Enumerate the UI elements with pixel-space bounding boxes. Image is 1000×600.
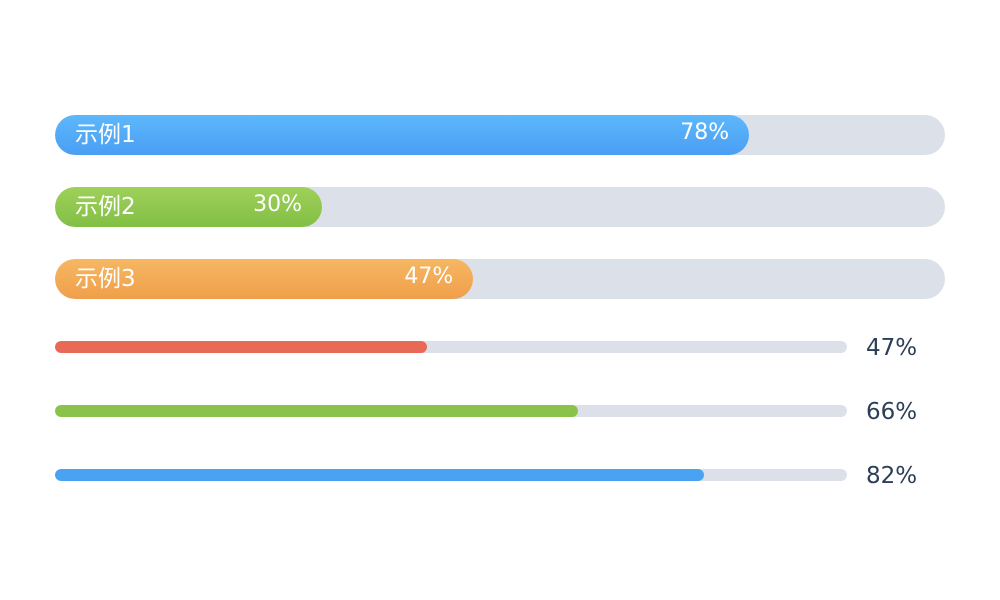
progress-percent: 47% — [404, 264, 454, 289]
progress-label: 示例2 — [75, 194, 136, 220]
progress-percent: 30% — [253, 192, 302, 217]
progress-bar-example-2: 示例2 30% — [55, 187, 945, 227]
thin-progress-percent-1: 47% — [866, 335, 918, 361]
progress-label: 示例1 — [75, 122, 136, 148]
thin-progress-percent-3: 82% — [866, 463, 918, 489]
progress-bar-example-3: 示例3 47% — [55, 259, 945, 299]
thin-progress-percent-2: 66% — [866, 399, 918, 425]
progress-fill-example-1: 示例1 78% — [55, 115, 750, 155]
thin-progress-bar-1 — [55, 341, 847, 353]
thin-progress-fill-2 — [55, 405, 578, 417]
progress-fill-example-2: 示例2 30% — [55, 187, 322, 227]
thin-progress-bar-3 — [55, 469, 847, 481]
progress-bar-example-1: 示例1 78% — [55, 115, 945, 155]
thin-progress-fill-3 — [55, 469, 705, 481]
progress-percent: 78% — [680, 120, 730, 145]
thin-progress-fill-1 — [55, 341, 428, 353]
progress-fill-example-3: 示例3 47% — [55, 259, 474, 299]
thin-progress-bar-2 — [55, 405, 847, 417]
progress-label: 示例3 — [75, 266, 136, 292]
